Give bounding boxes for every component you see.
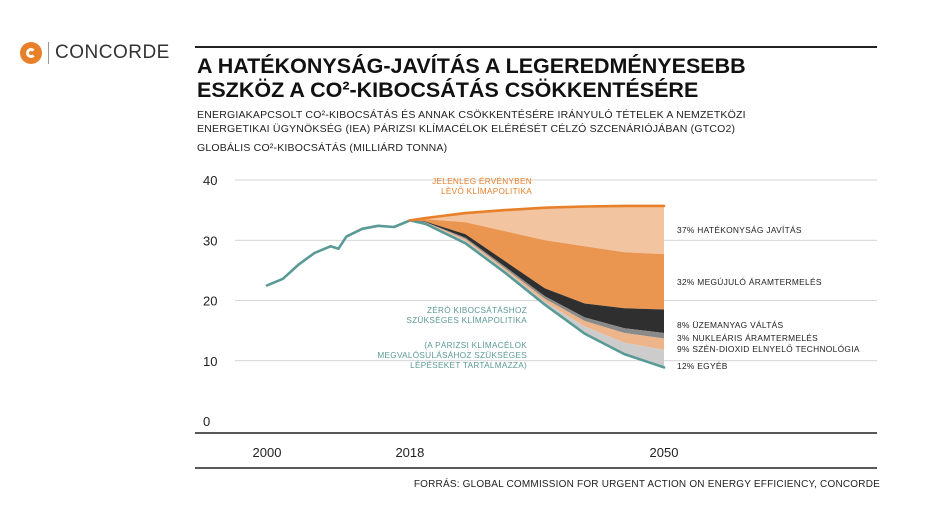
y-axis-unit-label: GLOBÁLIS CO²-KIBOCSÁTÁS (MILLIÁRD TONNA) [197,142,448,154]
y-tick-label-40: 40 [203,173,217,188]
x-tick-label-2000: 2000 [253,445,282,460]
paris-note-annotation-line-1: (A PÁRIZSI KLÍMACÉLOK [424,340,527,350]
chart-title: A HATÉKONYSÁG-JAVÍTÁS A LEGEREDMÉNYESEBB… [197,54,746,102]
band-5 [409,220,664,350]
paris-note-annotation-line-2: MEGVALÓSULÁSÁHOZ SZÜKSÉGES [377,350,527,360]
current-policy-annotation-line-1: JELENLEG ÉRVÉNYBEN [432,176,532,186]
chart-title-line-1: A HATÉKONYSÁG-JAVÍTÁS A LEGEREDMÉNYESEBB [197,54,746,78]
zero-policy-annotation-line-2: SZÜKSÉGES KLÍMAPOLITIKA [406,315,527,325]
band-label-5: 9% SZÉN-DIOXID ELNYELŐ TECHNOLÓGIA [677,344,860,354]
brand-name: CONCORDE [55,42,170,63]
y-tick-label-30: 30 [203,233,217,248]
band-label-3: 8% ÜZEMANYAG VÁLTÁS [677,320,783,330]
chart-subtitle: ENERGIAKAPCSOLT CO²-KIBOCSÁTÁS ÉS ANNAK … [197,108,746,136]
paris-note-annotation-line-3: LÉPÉSEKET TARTALMAZZA) [410,360,527,370]
band-label-4: 3% NUKLEÁRIS ÁRAMTERMELÉS [677,333,818,343]
brand-logo: CONCORDE [20,42,170,64]
source-note: FORRÁS: GLOBAL COMMISSION FOR URGENT ACT… [413,479,880,490]
y-tick-label-10: 10 [203,354,217,369]
band-label-1: 37% HATÉKONYSÁG JAVÍTÁS [677,225,802,235]
top-rule [195,46,877,48]
chart-subtitle-line-2: ENERGETIKAI ÜGYNÖKSÉG (IEA) PÁRIZSI KLÍM… [197,123,736,135]
band-2 [409,219,664,310]
band-label-6: 12% EGYÉB [677,361,728,371]
x-tick-label-2050: 2050 [650,445,679,460]
zero-policy-line [408,219,666,369]
zero-policy-annotation-line-1: ZÉRÓ KIBOCSÁTÁSHOZ [427,305,527,315]
current-policy-line [408,204,666,222]
y-tick-label-20: 20 [203,294,217,309]
current-policy-annotation-line-2: LÉVŐ KLÍMAPOLITIKA [441,186,532,196]
historical-emissions-line [265,219,412,287]
logo-divider [48,42,49,64]
band-6 [409,220,664,368]
chart-title-line-2: ESZKÖZ A CO²-KIBOCSÁTÁS CSÖKKENTÉSÉRE [197,78,699,102]
chart-subtitle-line-1: ENERGIAKAPCSOLT CO²-KIBOCSÁTÁS ÉS ANNAK … [197,109,746,121]
band-label-2: 32% MEGÚJULÓ ÁRAMTERMELÉS [677,277,822,287]
band-3 [409,220,664,333]
concorde-logo-icon [20,42,42,64]
y-tick-label-0: 0 [203,414,210,429]
x-tick-label-2018: 2018 [395,445,424,460]
band-1 [409,205,664,255]
